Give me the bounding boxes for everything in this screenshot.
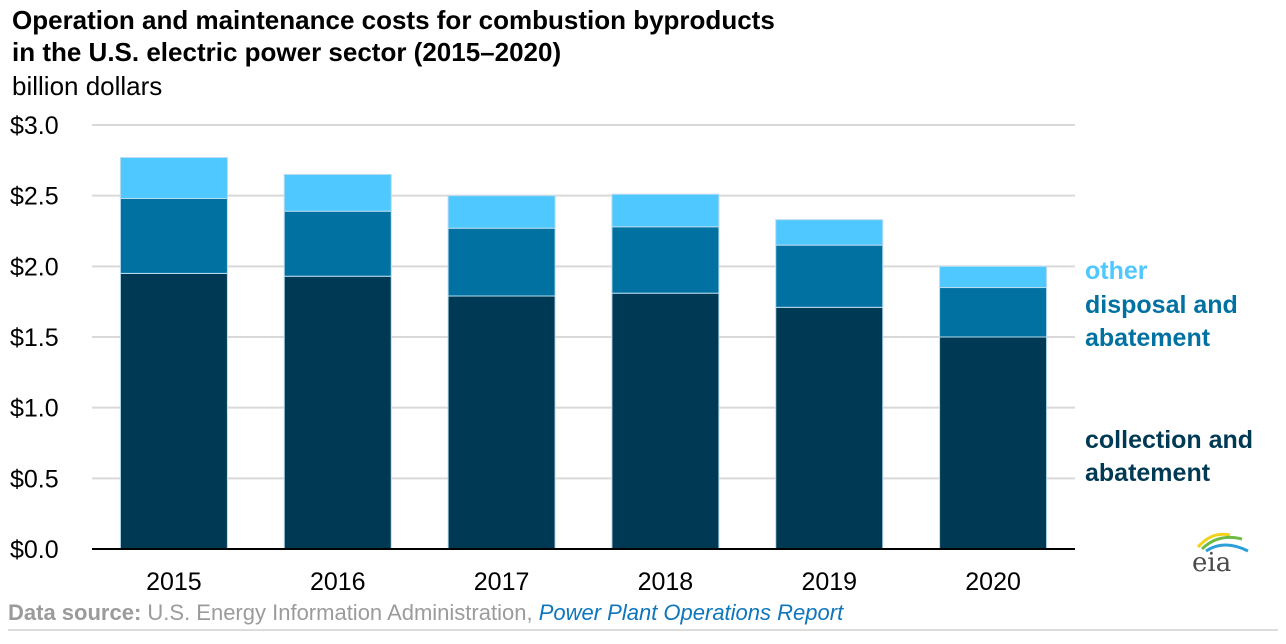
x-tick-label: 2018 [638,568,694,596]
gridlines [92,124,1075,480]
bar-2016-collection-and-abatement [283,275,392,550]
y-axis-ticks: $0.0 $0.5 $1.0 $1.5 $2.0 $2.5 $3.0 [10,112,59,564]
bar-2018-disposal-and-abatement [611,226,720,294]
bar-2015-other [119,157,228,199]
bar-2018-other [611,193,720,228]
bar-2015-disposal-and-abatement [119,197,228,274]
legend-label: collection and [1085,426,1254,454]
chart-title-line-1: Operation and maintenance costs for comb… [12,5,775,35]
data-source-label: Data source: [8,600,142,625]
legend-label: abatement [1085,459,1211,487]
x-tick-label: 2020 [965,568,1021,596]
bar-2020-disposal-and-abatement [939,287,1048,338]
legend-label: abatement [1085,324,1211,352]
y-tick-label: $0.0 [10,536,59,564]
x-tick-label: 2015 [146,568,202,596]
data-source-footer: Data source: U.S. Energy Information Adm… [8,600,843,626]
bar-2015-collection-and-abatement [119,272,228,550]
x-tick-label: 2019 [801,568,857,596]
chart-title-line-2: in the U.S. electric power sector (2015–… [12,37,562,67]
x-tick-label: 2016 [310,568,366,596]
y-tick-label: $0.5 [10,465,59,493]
x-tick-label: 2017 [474,568,530,596]
logo-arc-blue-icon [1205,543,1249,553]
logo-arc-yellow-icon [1196,532,1231,549]
eia-logo: eia [1190,525,1250,578]
bar-2017-other [447,195,556,229]
y-tick-label: $2.0 [10,253,59,281]
logo-arc-green-icon [1200,535,1243,551]
bar-2017-collection-and-abatement [447,295,556,550]
bar-2019-disposal-and-abatement [775,244,884,308]
footer-divider [8,629,1278,631]
legend-item-collection-and-abatement: collection and abatement [1085,424,1253,490]
bar-2020-collection-and-abatement [939,336,1048,550]
bar-2020-other [939,265,1048,289]
bars [119,157,1048,550]
bar-2016-disposal-and-abatement [283,210,392,277]
legend-item-disposal-and-abatement: disposal and abatement [1085,289,1238,355]
bar-2018-collection-and-abatement [611,292,720,550]
y-tick-label: $1.5 [10,324,59,352]
legend-label: disposal and [1085,291,1238,319]
legend-label: other [1085,257,1148,285]
y-tick-label: $2.5 [10,183,59,211]
x-axis-ticks: 2015 2016 2017 2018 2019 2020 [146,568,1021,596]
y-tick-label: $1.0 [10,395,59,423]
data-source-text: U.S. Energy Information Administration, [141,600,539,625]
y-axis-unit-label: billion dollars [12,71,163,101]
data-source-link[interactable]: Power Plant Operations Report [538,600,844,625]
bar-2017-disposal-and-abatement [447,227,556,297]
logo-text: eia [1192,548,1231,575]
bar-2019-collection-and-abatement [775,306,884,550]
bar-2019-other [775,219,884,246]
legend-item-other: other [1085,255,1148,288]
bar-2016-other [283,173,392,212]
y-tick-label: $3.0 [10,112,59,140]
chart-title: Operation and maintenance costs for comb… [12,4,775,68]
